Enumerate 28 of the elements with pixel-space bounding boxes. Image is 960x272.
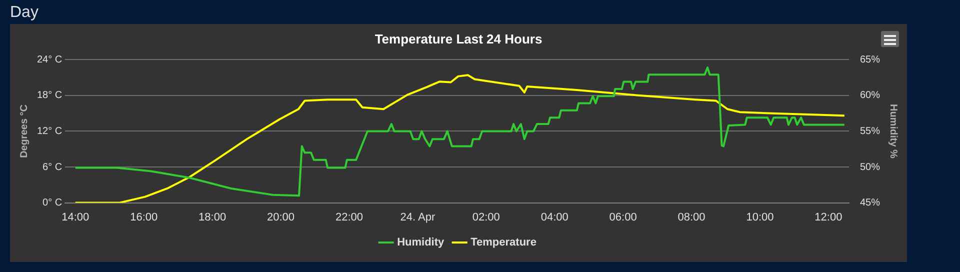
- legend-label: Temperature: [470, 236, 536, 249]
- y2-tick-label: 65%: [860, 54, 880, 66]
- y-tick-label: 6° C: [42, 162, 62, 173]
- x-tick-label: 18:00: [198, 211, 226, 224]
- y2-tick-label: 55%: [860, 126, 880, 137]
- y2-tick-label: 60%: [860, 90, 880, 102]
- x-tick-label: 24. Apr: [400, 211, 436, 224]
- x-tick-label: 14:00: [62, 211, 90, 224]
- y2-axis-title: Humidity %: [887, 104, 898, 159]
- y-tick-label: 0° C: [42, 198, 62, 209]
- x-tick-label: 04:00: [540, 211, 568, 224]
- text: Day: [10, 4, 38, 22]
- y2-tick-label: 50%: [860, 162, 880, 173]
- x-tick-label: 08:00: [678, 211, 706, 224]
- x-tick-label: 10:00: [746, 211, 774, 224]
- y-tick-label: 24° C: [36, 54, 62, 66]
- y-tick-label: 18° C: [36, 90, 62, 102]
- chart-title: Temperature Last 24 Hours: [374, 31, 542, 46]
- x-tick-label: 20:00: [267, 211, 295, 224]
- x-tick-label: 02:00: [472, 211, 500, 224]
- y-tick-label: 12° C: [36, 126, 62, 137]
- legend-label: Humidity: [397, 236, 445, 249]
- x-tick-label: 16:00: [130, 211, 158, 224]
- y2-tick-label: 45%: [860, 198, 880, 209]
- x-tick-label: 22:00: [335, 211, 363, 224]
- x-tick-label: 12:00: [814, 211, 842, 224]
- x-tick-label: 06:00: [609, 211, 637, 224]
- y-axis-title: Degrees °C: [18, 104, 30, 158]
